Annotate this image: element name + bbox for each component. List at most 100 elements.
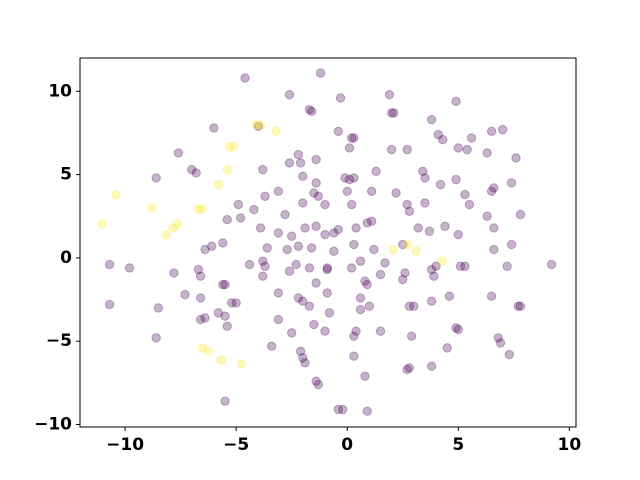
scatter-point: [311, 221, 321, 231]
scatter-point: [495, 338, 506, 348]
scatter-point: [220, 396, 230, 406]
scatter-point: [338, 404, 348, 415]
scatter-point: [304, 263, 315, 273]
scatter-point: [266, 341, 277, 351]
scatter-point: [462, 144, 472, 155]
scatter-point: [400, 268, 410, 278]
scatter-point: [311, 278, 321, 288]
scatter-point: [424, 226, 435, 236]
scatter-point: [433, 129, 443, 140]
scatter-point: [151, 333, 161, 343]
scatter-point: [453, 324, 463, 335]
x-tick-label: −10: [106, 435, 144, 455]
scatter-point: [420, 198, 430, 208]
x-tick-label: 0: [341, 435, 353, 455]
scatter-point: [362, 406, 372, 416]
scatter-point: [311, 178, 321, 188]
scatter-point: [207, 241, 217, 251]
scatter-point: [346, 133, 357, 143]
scatter-point: [406, 331, 417, 341]
scatter-point: [304, 301, 315, 311]
scatter-point: [280, 209, 290, 220]
scatter-point: [253, 121, 264, 132]
scatter-point: [513, 301, 523, 311]
scatter-point: [213, 179, 224, 190]
scatter-point: [260, 191, 270, 201]
scatter-point: [169, 268, 179, 278]
scatter-point: [440, 221, 450, 231]
scatter-point: [329, 246, 339, 256]
scatter-point: [346, 263, 357, 273]
scatter-point: [489, 244, 499, 255]
scatter-point: [227, 298, 237, 308]
scatter-point: [342, 186, 352, 196]
scatter-point: [349, 331, 359, 341]
scatter-point: [504, 349, 515, 360]
scatter-point: [371, 166, 381, 176]
scatter-point: [273, 288, 284, 298]
scatter-point: [255, 223, 266, 233]
scatter-point: [304, 104, 315, 115]
scatter-point: [333, 404, 344, 415]
scatter-point: [111, 190, 121, 200]
scatter-point: [216, 355, 226, 365]
scatter-point: [271, 126, 281, 137]
scatter-point: [333, 224, 344, 235]
scatter-point: [251, 119, 261, 130]
scatter-point: [195, 271, 206, 281]
scatter-point: [197, 343, 207, 353]
scatter-point: [249, 204, 259, 215]
scatter-point: [222, 214, 232, 225]
scatter-point: [375, 269, 386, 280]
scatter-point: [324, 308, 335, 318]
scatter-point: [355, 293, 366, 303]
scatter-point: [437, 256, 447, 266]
scatter-point: [173, 148, 184, 158]
scatter-point: [349, 351, 359, 361]
scatter-point: [369, 244, 379, 255]
scatter-point: [349, 133, 359, 143]
scatter-point: [351, 223, 361, 233]
scatter-point: [489, 183, 499, 193]
scatter-point: [311, 376, 321, 386]
scatter-point: [284, 89, 295, 100]
scatter-point: [418, 166, 428, 176]
scatter-point: [187, 164, 197, 175]
scatter-point: [355, 256, 366, 266]
scatter-point: [322, 264, 332, 275]
scatter-point: [298, 296, 308, 306]
scatter-point: [195, 293, 206, 303]
scatter-point: [398, 239, 408, 250]
scatter-point: [366, 216, 377, 226]
scatter-point: [282, 244, 292, 255]
scatter-point: [515, 301, 526, 311]
scatter-point: [213, 308, 224, 318]
scatter-point: [309, 188, 319, 198]
scatter-point: [262, 243, 272, 253]
scatter-point: [460, 189, 470, 200]
scatter-point: [402, 199, 412, 210]
scatter-point: [349, 173, 359, 183]
scatter-point: [197, 204, 207, 214]
scatter-point: [236, 359, 246, 369]
x-tick-label: 5: [452, 435, 464, 455]
scatter-point: [293, 241, 304, 251]
scatter-point: [402, 364, 412, 375]
scatter-point: [193, 204, 203, 214]
scatter-point: [391, 188, 401, 198]
scatter-point: [320, 229, 330, 240]
scatter-point: [235, 213, 246, 223]
scatter-point: [195, 314, 206, 325]
scatter-point: [322, 288, 332, 298]
scatter-point: [420, 173, 430, 183]
scatter-point: [515, 209, 526, 220]
scatter-point: [229, 141, 239, 151]
scatter-point: [451, 323, 461, 333]
scatter-point: [258, 256, 268, 266]
scatter-point: [404, 363, 415, 373]
scatter-point: [104, 299, 115, 310]
scatter-point: [172, 219, 182, 229]
scatter-point: [315, 68, 326, 78]
scatter-point: [426, 296, 437, 306]
